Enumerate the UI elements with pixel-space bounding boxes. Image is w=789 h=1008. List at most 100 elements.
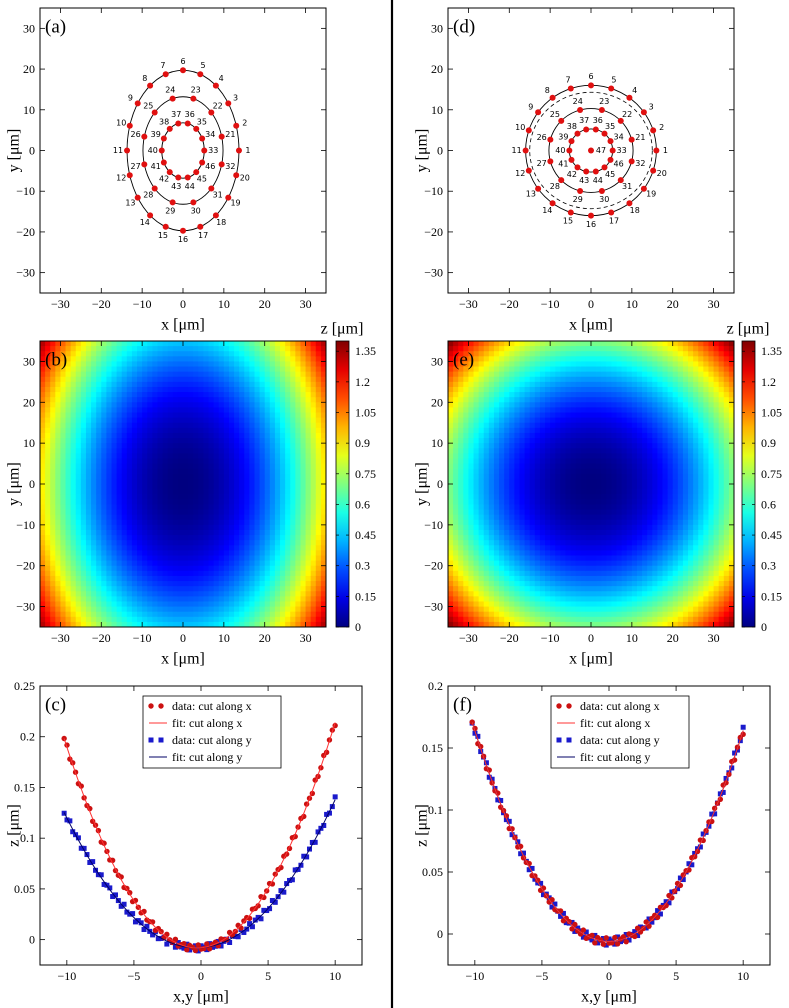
data-point bbox=[121, 901, 127, 907]
colorbar-label: z [μm] bbox=[321, 321, 364, 338]
electrode-label: 23 bbox=[599, 97, 609, 106]
legend-marker bbox=[158, 737, 164, 743]
electrode-label: 17 bbox=[198, 231, 208, 240]
electrode-point bbox=[522, 147, 529, 154]
data-point bbox=[563, 920, 569, 926]
data-point bbox=[575, 925, 581, 931]
legend-marker bbox=[566, 703, 572, 709]
electrode-ring bbox=[142, 96, 224, 205]
data-point bbox=[623, 932, 629, 938]
panel-label: (e) bbox=[453, 350, 474, 371]
data-point bbox=[312, 839, 318, 845]
electrode-label: 26 bbox=[131, 130, 141, 139]
panel-a: −30 −20 −10 0 10 20 30 −30 −20 −10 0 10 20 30 x [μm] y … bbox=[6, 7, 327, 334]
data-point bbox=[295, 866, 301, 872]
electrode-point bbox=[201, 147, 208, 154]
legend-entry: fit: cut along y bbox=[172, 750, 242, 764]
data-point bbox=[615, 934, 621, 940]
electrode-label: 17 bbox=[609, 217, 619, 226]
data-point bbox=[538, 880, 544, 886]
data-point bbox=[472, 730, 478, 736]
x-tick-label: 10 bbox=[626, 631, 638, 645]
data-point bbox=[204, 947, 210, 953]
electrode-label: 18 bbox=[630, 206, 640, 215]
data-point bbox=[70, 829, 76, 835]
electrode-point bbox=[601, 130, 608, 137]
colorbar-label: z [μm] bbox=[727, 321, 770, 338]
data-point bbox=[281, 889, 287, 895]
electrode-point bbox=[169, 95, 176, 102]
electrode-point bbox=[212, 82, 219, 89]
y-tick-label: 0 bbox=[437, 477, 443, 491]
electrode-label: 7 bbox=[160, 61, 165, 70]
data-point bbox=[150, 932, 156, 938]
y-tick-label: 30 bbox=[23, 21, 35, 35]
electrode-point bbox=[566, 147, 573, 154]
heatmap-cells bbox=[448, 341, 734, 627]
colorbar-tick-label: 0.75 bbox=[355, 467, 376, 481]
electrode-point bbox=[650, 127, 657, 134]
electrode-label: 4 bbox=[632, 86, 637, 95]
data-point bbox=[172, 944, 178, 950]
data-point bbox=[78, 845, 84, 851]
x-tick-label: 20 bbox=[259, 297, 271, 311]
data-point bbox=[118, 903, 124, 909]
x-axis-label: x,y [μm] bbox=[173, 989, 229, 1006]
data-point bbox=[235, 934, 241, 940]
x-tick-label: −5 bbox=[128, 969, 141, 983]
data-point bbox=[506, 818, 512, 824]
data-point bbox=[135, 918, 141, 924]
data-point bbox=[67, 818, 73, 824]
electrode-point bbox=[199, 159, 206, 166]
data-point bbox=[692, 850, 698, 856]
electrode-point bbox=[525, 167, 532, 174]
electrode-point bbox=[568, 156, 575, 163]
electrode-point bbox=[608, 209, 615, 216]
x-tick-label: −30 bbox=[459, 631, 478, 645]
electrode-label: 6 bbox=[588, 72, 593, 81]
y-axis-label: y [μm] bbox=[414, 129, 431, 173]
x-tick-label: −20 bbox=[92, 631, 111, 645]
electrode-point bbox=[233, 172, 240, 179]
panel-label: (d) bbox=[453, 17, 475, 38]
electrode-point bbox=[650, 167, 657, 174]
electrode-point bbox=[558, 177, 565, 184]
electrode-point bbox=[212, 212, 219, 219]
electrode-label: 13 bbox=[125, 198, 135, 207]
data-point bbox=[569, 926, 575, 932]
electrode-point bbox=[166, 125, 173, 132]
electrode-label: 6 bbox=[180, 57, 185, 66]
electrode-point bbox=[598, 106, 605, 113]
data-point bbox=[475, 733, 481, 739]
electrode-label: 26 bbox=[537, 133, 547, 142]
data-point bbox=[734, 747, 740, 753]
data-point bbox=[583, 929, 589, 935]
electrode-point bbox=[549, 200, 556, 207]
data-point bbox=[595, 940, 601, 946]
y-axis-label: y [μm] bbox=[6, 462, 23, 506]
data-point bbox=[589, 932, 595, 939]
electrode-label: 33 bbox=[208, 146, 218, 155]
data-point bbox=[526, 867, 532, 873]
y-tick-label: 20 bbox=[431, 62, 443, 76]
data-point bbox=[101, 881, 107, 887]
fit-line bbox=[63, 799, 336, 949]
data-point bbox=[483, 760, 489, 766]
electrode-label: 27 bbox=[537, 159, 547, 168]
electrode-label: 15 bbox=[563, 217, 573, 226]
data-point bbox=[592, 940, 598, 946]
electrode-point bbox=[126, 172, 133, 179]
data-point bbox=[663, 899, 669, 905]
electrode-point bbox=[126, 122, 133, 129]
electrode-point bbox=[147, 82, 154, 89]
electrode-label: 19 bbox=[646, 190, 656, 199]
electrode-point bbox=[190, 199, 197, 206]
electrode-label: 20 bbox=[240, 174, 250, 183]
data-point bbox=[646, 916, 652, 922]
data-point bbox=[657, 911, 663, 917]
data-point bbox=[215, 938, 221, 944]
colorbar-tick-label: 1.2 bbox=[761, 375, 776, 389]
data-point bbox=[75, 835, 81, 841]
electrode-label: 29 bbox=[165, 207, 175, 216]
x-axis-label: x [μm] bbox=[569, 317, 613, 334]
